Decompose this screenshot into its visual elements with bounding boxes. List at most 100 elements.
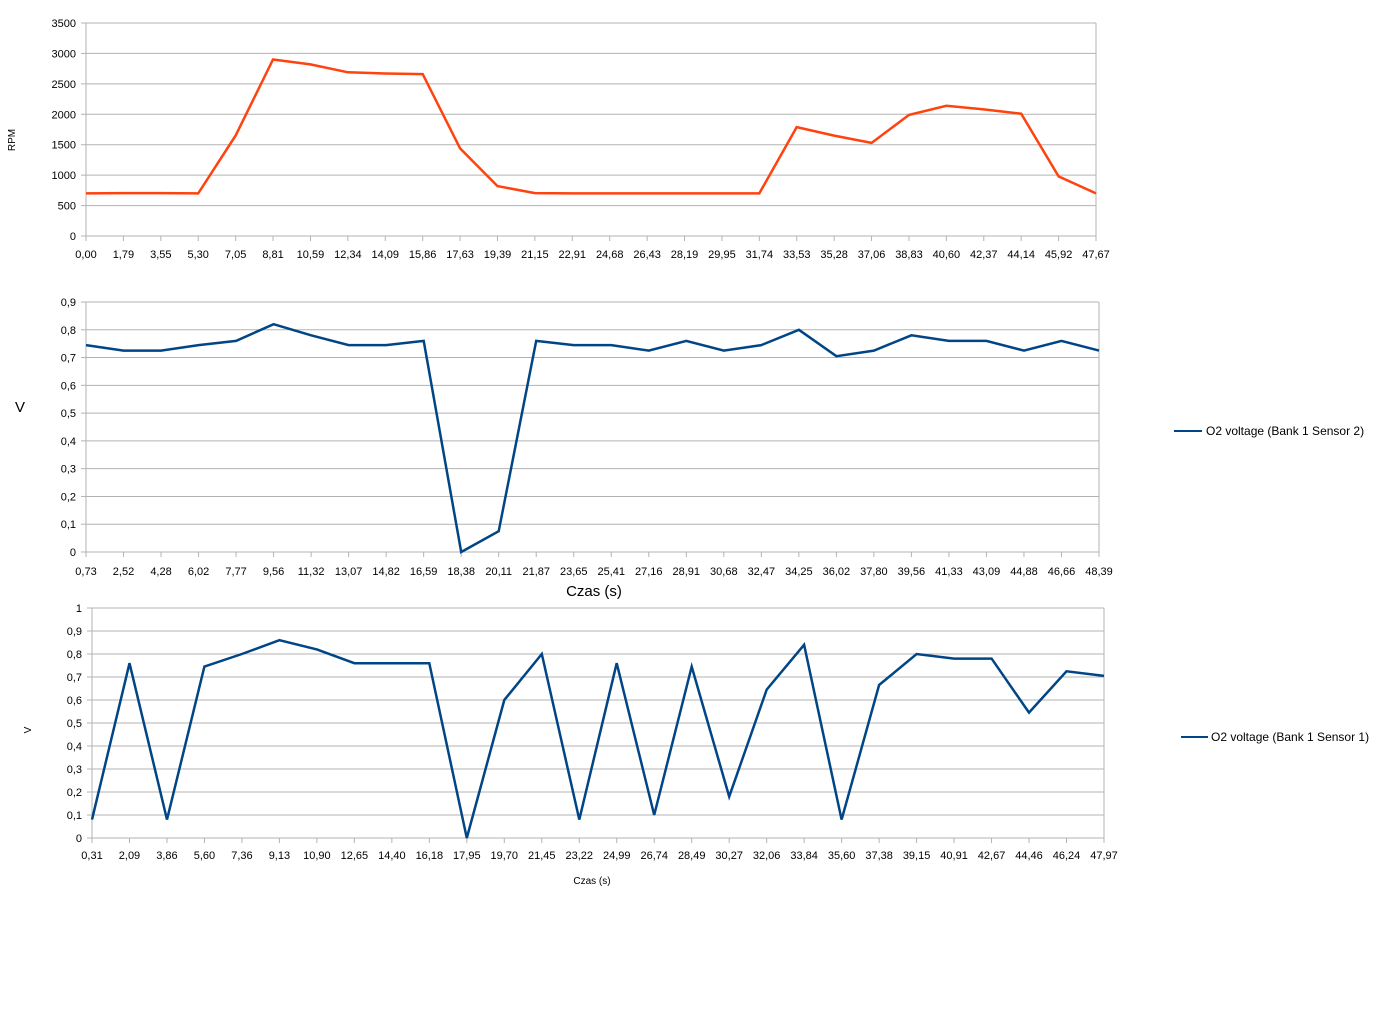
o2-sensor2-x-tick-label: 4,28 bbox=[150, 566, 171, 578]
o2-sensor2-x-tick-label: 44,88 bbox=[1010, 566, 1038, 578]
o2-sensor2-x-tick-label: 16,59 bbox=[410, 566, 438, 578]
o2-sensor1-legend-label: O2 voltage (Bank 1 Sensor 1) bbox=[1211, 730, 1369, 744]
o2-sensor1-x-tick-label: 26,74 bbox=[640, 850, 668, 862]
rpm-x-tick-label: 7,05 bbox=[225, 249, 246, 261]
o2-sensor2-chart-xticks: 0,73 2,52 4,28 6,02 7,77 9,56 11,32 13,07 14,82 1… bbox=[75, 566, 1112, 578]
rpm-y-axis-title: RPM bbox=[7, 129, 18, 151]
rpm-x-tick-label: 5,30 bbox=[188, 249, 209, 261]
o2-sensor1-x-tick-label: 42,67 bbox=[978, 850, 1006, 862]
o2-sensor2-x-tick-label: 28,91 bbox=[673, 566, 701, 578]
o2-sensor1-series-line bbox=[90, 638, 1105, 839]
rpm-chart-grid bbox=[81, 22, 1097, 241]
o2-sensor2-x-tick-label: 32,47 bbox=[748, 566, 776, 578]
rpm-y-tick-label: 0 bbox=[70, 231, 76, 243]
rpm-x-tick-label: 47,67 bbox=[1082, 249, 1110, 261]
o2-sensor1-x-tick-label: 24,99 bbox=[603, 850, 631, 862]
o2-sensor2-x-tick-label: 7,77 bbox=[225, 566, 246, 578]
rpm-x-tick-label: 22,91 bbox=[559, 249, 587, 261]
o2-sensor2-y-axis-title: V bbox=[15, 399, 25, 416]
rpm-chart-xticks: 0,00 1,79 3,55 5,30 7,05 8,81 10,59 12,34 14,09 1… bbox=[75, 249, 1109, 261]
o2-sensor2-x-tick-label: 43,09 bbox=[973, 566, 1001, 578]
o2-sensor1-x-tick-label: 0,31 bbox=[81, 850, 102, 862]
o2-sensor1-y-tick-label: 0,1 bbox=[67, 810, 82, 822]
o2-sensor1-chart: 0 0,1 0,2 0,3 0,4 0,5 0,6 0,7 0,8 0,9 1 0,31 2,09 3,… bbox=[23, 603, 1369, 887]
o2-sensor1-chart-yticks: 0 0,1 0,2 0,3 0,4 0,5 0,6 0,7 0,8 0,9 1 bbox=[67, 603, 82, 845]
o2-sensor2-y-tick-label: 0,7 bbox=[61, 353, 76, 365]
o2-sensor1-x-tick-label: 35,60 bbox=[828, 850, 856, 862]
o2-sensor2-y-tick-label: 0,6 bbox=[61, 380, 76, 392]
o2-sensor2-y-tick-label: 0,1 bbox=[61, 519, 76, 531]
o2-sensor2-x-tick-label: 30,68 bbox=[710, 566, 738, 578]
o2-sensor1-x-tick-label: 21,45 bbox=[528, 850, 556, 862]
rpm-chart-yticks: 0 500 1000 1500 2000 2500 3000 3500 bbox=[52, 18, 76, 243]
rpm-series-line bbox=[85, 58, 1097, 195]
o2-sensor2-x-tick-label: 39,56 bbox=[898, 566, 926, 578]
o2-sensor1-y-tick-label: 0,6 bbox=[67, 695, 82, 707]
o2-sensor1-y-tick-label: 0,7 bbox=[67, 672, 82, 684]
o2-sensor1-x-tick-label: 14,40 bbox=[378, 850, 406, 862]
rpm-x-tick-label: 12,34 bbox=[334, 249, 362, 261]
rpm-chart: 0 500 1000 1500 2000 2500 3000 3500 0,00 1,79 3,5… bbox=[7, 18, 1110, 261]
o2-sensor1-x-tick-label: 19,70 bbox=[491, 850, 519, 862]
rpm-x-tick-label: 0,00 bbox=[75, 249, 96, 261]
o2-sensor2-x-tick-label: 6,02 bbox=[188, 566, 209, 578]
o2-sensor2-x-tick-label: 14,82 bbox=[372, 566, 400, 578]
o2-sensor1-y-tick-label: 0,5 bbox=[67, 718, 82, 730]
rpm-x-tick-label: 24,68 bbox=[596, 249, 624, 261]
o2-sensor1-y-tick-label: 0 bbox=[76, 833, 82, 845]
o2-sensor1-chart-xticks: 0,31 2,09 3,86 5,60 7,36 9,13 10,90 12,65 14,40 1… bbox=[81, 850, 1117, 862]
o2-sensor2-x-tick-label: 46,66 bbox=[1048, 566, 1076, 578]
o2-sensor2-x-tick-label: 48,39 bbox=[1085, 566, 1113, 578]
o2-sensor2-x-tick-label: 37,80 bbox=[860, 566, 888, 578]
o2-sensor2-series-line bbox=[85, 322, 1100, 554]
o2-sensor1-y-tick-label: 1 bbox=[76, 603, 82, 615]
o2-sensor1-y-tick-label: 0,4 bbox=[67, 741, 82, 753]
o2-sensor2-x-axis-title: Czas (s) bbox=[566, 583, 622, 600]
o2-sensor1-x-tick-label: 7,36 bbox=[231, 850, 252, 862]
o2-sensor1-x-tick-label: 17,95 bbox=[453, 850, 481, 862]
rpm-y-tick-label: 2500 bbox=[52, 79, 76, 91]
rpm-x-tick-label: 42,37 bbox=[970, 249, 998, 261]
o2-sensor2-legend-label: O2 voltage (Bank 1 Sensor 2) bbox=[1206, 424, 1364, 438]
o2-sensor1-x-tick-label: 39,15 bbox=[903, 850, 931, 862]
rpm-x-tick-label: 15,86 bbox=[409, 249, 437, 261]
rpm-x-tick-label: 10,59 bbox=[297, 249, 325, 261]
rpm-x-tick-label: 44,14 bbox=[1007, 249, 1035, 261]
o2-sensor2-y-tick-label: 0 bbox=[70, 547, 76, 559]
rpm-x-tick-label: 17,63 bbox=[446, 249, 474, 261]
o2-sensor2-x-tick-label: 36,02 bbox=[823, 566, 851, 578]
o2-sensor1-y-tick-label: 0,3 bbox=[67, 764, 82, 776]
o2-sensor1-x-tick-label: 30,27 bbox=[715, 850, 743, 862]
rpm-x-tick-label: 33,53 bbox=[783, 249, 811, 261]
o2-sensor1-x-tick-label: 47,97 bbox=[1090, 850, 1118, 862]
o2-sensor1-x-tick-label: 9,13 bbox=[269, 850, 290, 862]
o2-sensor1-x-tick-label: 33,84 bbox=[790, 850, 818, 862]
o2-sensor2-chart-yticks: 0 0,1 0,2 0,3 0,4 0,5 0,6 0,7 0,8 0,9 bbox=[61, 297, 76, 559]
o2-sensor1-x-axis-title: Czas (s) bbox=[573, 876, 610, 887]
o2-sensor1-x-tick-label: 32,06 bbox=[753, 850, 781, 862]
o2-sensor2-x-tick-label: 9,56 bbox=[263, 566, 284, 578]
o2-sensor2-x-tick-label: 34,25 bbox=[785, 566, 813, 578]
o2-sensor2-y-tick-label: 0,2 bbox=[61, 491, 76, 503]
o2-sensor2-chart-grid bbox=[81, 301, 1100, 557]
rpm-x-tick-label: 37,06 bbox=[858, 249, 886, 261]
o2-sensor2-x-tick-label: 23,65 bbox=[560, 566, 588, 578]
o2-sensor2-x-tick-label: 25,41 bbox=[597, 566, 625, 578]
rpm-x-tick-label: 45,92 bbox=[1045, 249, 1073, 261]
rpm-x-tick-label: 14,09 bbox=[371, 249, 399, 261]
rpm-x-tick-label: 19,39 bbox=[484, 249, 512, 261]
o2-sensor1-x-tick-label: 28,49 bbox=[678, 850, 706, 862]
rpm-x-tick-label: 29,95 bbox=[708, 249, 736, 261]
rpm-x-tick-label: 28,19 bbox=[671, 249, 699, 261]
o2-sensor2-y-tick-label: 0,9 bbox=[61, 297, 76, 309]
o2-sensor1-x-tick-label: 16,18 bbox=[416, 850, 444, 862]
o2-sensor1-y-tick-label: 0,2 bbox=[67, 787, 82, 799]
rpm-y-tick-label: 3000 bbox=[52, 48, 76, 60]
o2-sensor1-x-tick-label: 10,90 bbox=[303, 850, 331, 862]
o2-sensor1-x-tick-label: 46,24 bbox=[1053, 850, 1081, 862]
o2-sensor2-x-tick-label: 20,11 bbox=[485, 566, 512, 578]
o2-sensor2-x-tick-label: 27,16 bbox=[635, 566, 663, 578]
o2-sensor1-x-tick-label: 12,65 bbox=[341, 850, 369, 862]
o2-sensor1-y-tick-label: 0,9 bbox=[67, 626, 82, 638]
o2-sensor2-y-tick-label: 0,8 bbox=[61, 325, 76, 337]
